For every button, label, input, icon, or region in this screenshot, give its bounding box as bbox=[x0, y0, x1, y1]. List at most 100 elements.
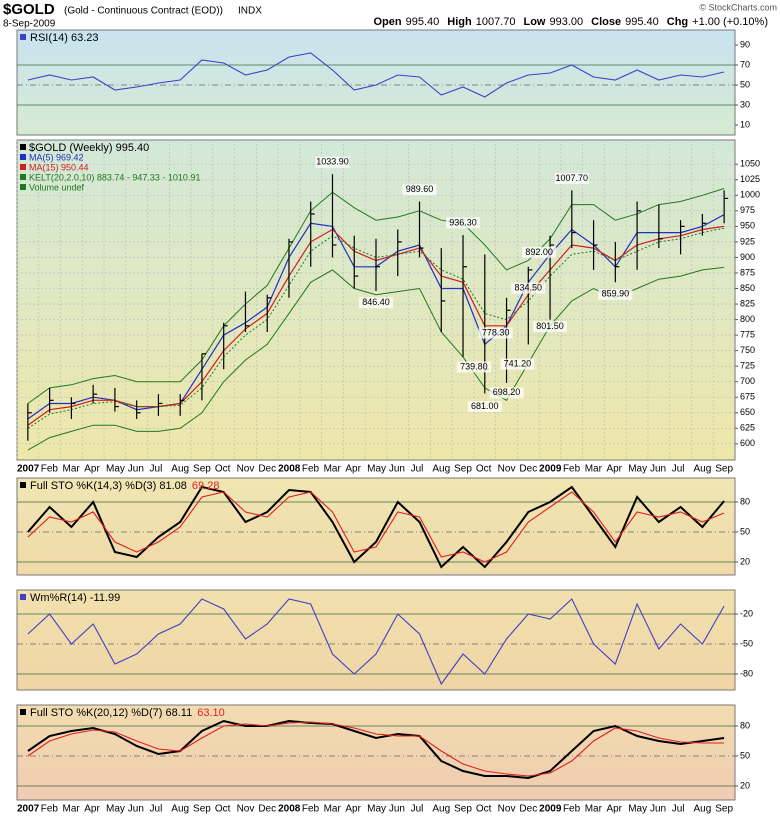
indicator-line bbox=[27, 721, 725, 777]
x-tick-label: Jul bbox=[672, 804, 685, 815]
indicator-line bbox=[27, 719, 725, 780]
annotation-box bbox=[511, 282, 546, 294]
x-tick-label: Mar bbox=[324, 464, 342, 475]
y-tick-label: 800 bbox=[740, 314, 755, 324]
y-tick-label: 10 bbox=[740, 119, 750, 129]
x-tick-label: May bbox=[106, 464, 125, 475]
x-tick-label: Nov bbox=[237, 464, 255, 475]
instrument-name: (Gold - Continuous Contract (EOD)) bbox=[64, 6, 223, 17]
x-tick-label: May bbox=[367, 464, 386, 475]
kelt-upper bbox=[27, 188, 725, 404]
quote-value: 1007.70 bbox=[476, 16, 516, 28]
y-tick-label: 750 bbox=[740, 345, 755, 355]
x-tick-label: Oct bbox=[215, 804, 231, 815]
x-tick-label: Aug bbox=[693, 804, 711, 815]
legend-entry: Volume undef bbox=[29, 182, 85, 192]
annotation: 801.50 bbox=[536, 321, 564, 331]
annotation-box bbox=[500, 358, 535, 370]
y-tick-label: 90 bbox=[740, 39, 750, 49]
x-tick-label: 2007 bbox=[17, 464, 40, 475]
x-tick-label: Jun bbox=[389, 804, 405, 815]
legend-swatch bbox=[20, 482, 26, 488]
y-tick-label: 825 bbox=[740, 298, 755, 308]
y-tick-label: 775 bbox=[740, 329, 755, 339]
x-tick-label: Nov bbox=[498, 464, 516, 475]
y-tick-label: 50 bbox=[740, 750, 750, 760]
x-tick-label: Jul bbox=[672, 464, 685, 475]
x-tick-label: Dec bbox=[519, 464, 537, 475]
x-tick-label: 2009 bbox=[539, 804, 562, 815]
quote-value: 995.40 bbox=[406, 16, 440, 28]
legend-entry: Wm%R(14) -11.99 bbox=[30, 592, 120, 604]
y-tick-label: 675 bbox=[740, 392, 755, 402]
legend-entry: Full STO %K(20,12) %D(7) 68.11 bbox=[30, 707, 192, 719]
x-tick-label: Aug bbox=[171, 804, 189, 815]
y-tick-label: -80 bbox=[740, 668, 753, 678]
x-tick-label: Apr bbox=[84, 464, 100, 475]
annotation-box bbox=[533, 321, 568, 333]
x-tick-label: Apr bbox=[84, 804, 100, 815]
x-tick-label: Jun bbox=[128, 804, 144, 815]
x-tick-label: Feb bbox=[302, 464, 320, 475]
x-tick-label: Oct bbox=[215, 464, 231, 475]
indicator-line bbox=[27, 491, 725, 563]
legend-swatch bbox=[20, 174, 26, 180]
legend-entry: 63.10 bbox=[197, 707, 225, 719]
annotation: 1007.70 bbox=[556, 173, 589, 183]
indicator-line bbox=[27, 598, 725, 686]
annotation-box bbox=[359, 297, 393, 309]
x-tick-label: Feb bbox=[302, 804, 320, 815]
x-tick-label: Sep bbox=[193, 804, 211, 815]
annotation-box bbox=[489, 387, 524, 399]
y-tick-label: 875 bbox=[740, 267, 755, 277]
y-tick-label: 650 bbox=[740, 407, 755, 417]
x-tick-label: Jun bbox=[128, 464, 144, 475]
x-tick-label: Aug bbox=[432, 804, 450, 815]
y-tick-label: 1050 bbox=[740, 159, 760, 169]
panel-background bbox=[16, 29, 736, 136]
legend-entry: 69.28 bbox=[192, 480, 220, 492]
panel-background bbox=[16, 477, 736, 576]
annotation-box bbox=[456, 361, 491, 373]
x-tick-label: Oct bbox=[476, 804, 492, 815]
y-tick-label: 80 bbox=[740, 720, 750, 730]
x-tick-label: May bbox=[367, 804, 386, 815]
x-tick-label: Apr bbox=[345, 464, 361, 475]
y-tick-label: 80 bbox=[740, 496, 750, 506]
legend-swatch bbox=[20, 34, 26, 40]
annotation: 892.00 bbox=[525, 247, 553, 257]
x-tick-label: Feb bbox=[41, 464, 59, 475]
annotation-box bbox=[467, 401, 502, 413]
y-tick-label: 1025 bbox=[740, 174, 760, 184]
x-tick-label: Mar bbox=[63, 464, 81, 475]
x-tick-label: 2009 bbox=[539, 464, 562, 475]
quote-label: High bbox=[447, 16, 472, 28]
annotation: 698.20 bbox=[493, 387, 521, 397]
y-tick-label: 975 bbox=[740, 205, 755, 215]
annotation-box bbox=[315, 156, 350, 168]
x-tick-label: Feb bbox=[41, 804, 59, 815]
y-tick-label: 20 bbox=[740, 556, 750, 566]
date: 8-Sep-2009 bbox=[3, 19, 56, 30]
annotation: 1033.90 bbox=[316, 157, 349, 167]
legend-swatch bbox=[20, 709, 26, 715]
y-tick-label: 70 bbox=[740, 59, 750, 69]
y-tick-label: 30 bbox=[740, 99, 750, 109]
indicator-line bbox=[27, 52, 725, 98]
annotation-box bbox=[554, 173, 589, 185]
panel-background bbox=[16, 704, 736, 801]
x-tick-label: Feb bbox=[563, 464, 581, 475]
x-tick-label: 2007 bbox=[17, 804, 40, 815]
y-tick-label: 725 bbox=[740, 361, 755, 371]
legend-entry: $GOLD (Weekly) 995.40 bbox=[29, 142, 149, 154]
quote-label: Chg bbox=[667, 16, 688, 28]
x-tick-label: Nov bbox=[237, 804, 255, 815]
x-tick-label: Apr bbox=[345, 804, 361, 815]
x-tick-label: Mar bbox=[63, 804, 81, 815]
legend-swatch bbox=[20, 154, 26, 160]
x-tick-label: Jul bbox=[411, 464, 424, 475]
symbol: $GOLD bbox=[3, 1, 55, 18]
annotation-box bbox=[402, 184, 437, 196]
legend-entry: MA(15) 950.44 bbox=[29, 162, 89, 172]
